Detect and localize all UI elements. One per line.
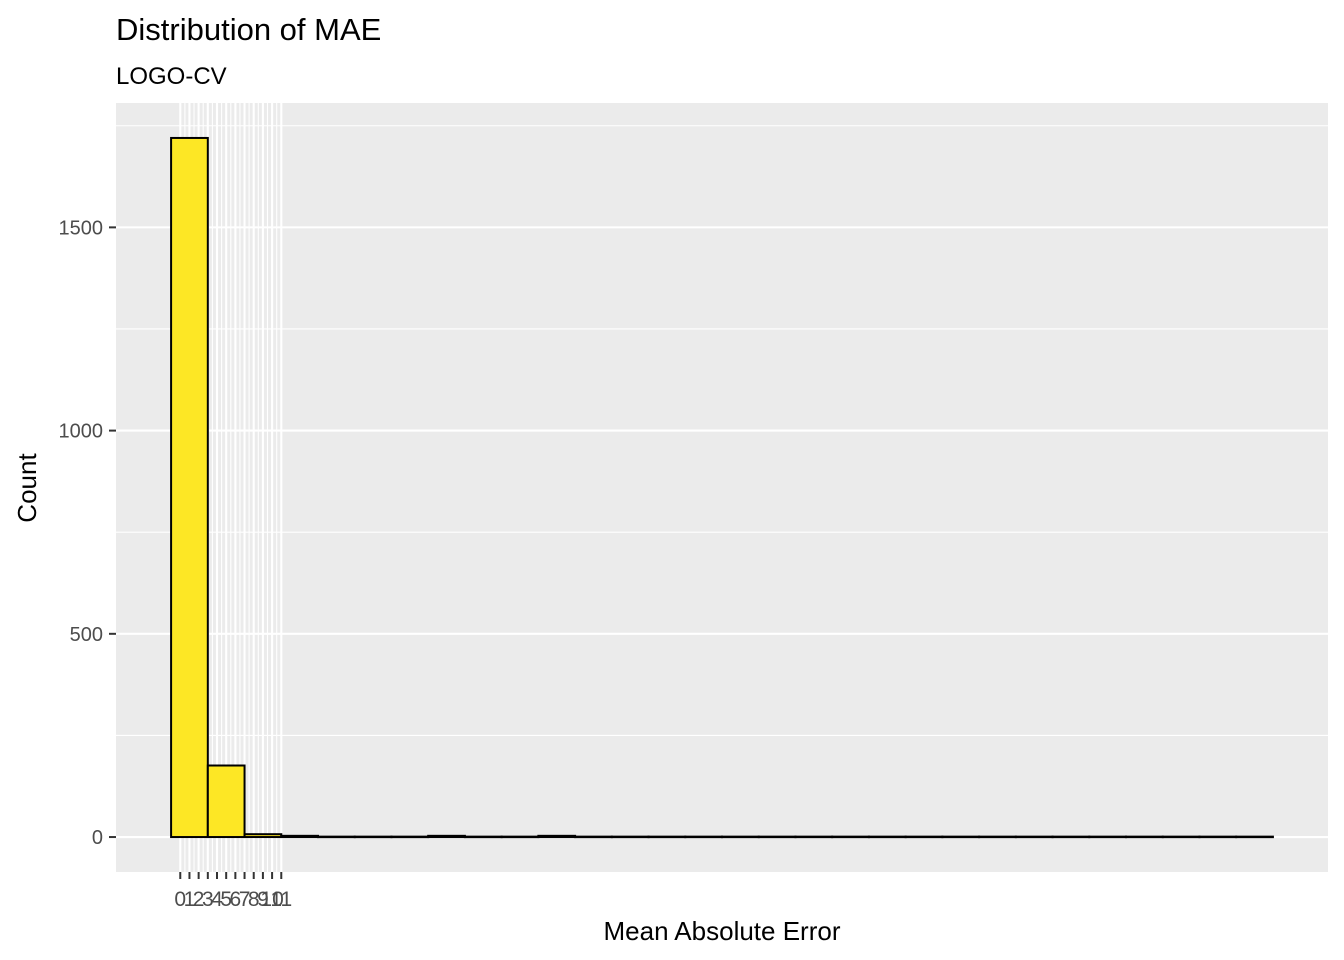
- histogram-bars: [170, 136, 1274, 839]
- histogram-bar-19: [867, 835, 907, 839]
- y-tick-label-1: 500: [70, 624, 103, 646]
- histogram-bar-12: [610, 835, 650, 839]
- plot-panel: [116, 103, 1328, 872]
- x-tick-label-7: 7: [239, 888, 251, 911]
- histogram-bar-18: [831, 835, 870, 839]
- x-tick-label-4: 4: [211, 888, 223, 911]
- y-axis-title: Count: [12, 453, 42, 523]
- histogram-bar-5: [353, 835, 393, 839]
- x-tick-label-3: 3: [202, 888, 214, 911]
- histogram-bar-6: [390, 835, 430, 839]
- histogram-bar-27: [1161, 835, 1201, 839]
- histogram-bar-28: [1198, 835, 1238, 839]
- x-tick-label-2: 2: [193, 888, 205, 911]
- histogram-bar-3: [280, 834, 320, 839]
- x-tick-label-11: 11: [270, 888, 292, 911]
- x-tick-label-0: 0: [174, 888, 186, 911]
- histogram-bar-4: [317, 835, 356, 839]
- histogram-bar-24: [1051, 835, 1091, 839]
- histogram-bar-22: [978, 835, 1017, 839]
- histogram-bar-11: [574, 835, 613, 839]
- histogram-bar-23: [1014, 835, 1054, 839]
- x-tick-label-9: 9: [257, 888, 269, 911]
- histogram-bar-2: [243, 833, 283, 839]
- x-axis-title: Mean Absolute Error: [603, 916, 840, 946]
- histogram-bar-13: [647, 835, 687, 839]
- histogram-bar-16: [757, 835, 797, 839]
- histogram-bar-0: [170, 136, 209, 839]
- histogram-bar-29: [1235, 835, 1274, 839]
- histogram-bar-25: [1088, 835, 1127, 839]
- histogram-bar-10: [537, 834, 577, 839]
- histogram-bar-26: [1125, 835, 1164, 839]
- x-tick-label-6: 6: [230, 888, 242, 911]
- y-tick-label-0: 0: [92, 827, 103, 849]
- y-tick-label-2: 1000: [59, 421, 104, 443]
- chart-subtitle: LOGO-CV: [116, 63, 227, 90]
- y-tick-label-3: 1500: [59, 217, 104, 239]
- histogram-bar-15: [721, 835, 760, 839]
- histogram-bar-7: [427, 834, 466, 839]
- histogram-bar-17: [794, 835, 834, 839]
- x-tick-label-1: 1: [184, 888, 196, 911]
- histogram-bar-21: [941, 835, 981, 839]
- histogram-bar-1: [206, 764, 246, 839]
- y-axis: 0 500 1000 1500: [59, 217, 116, 849]
- histogram-bar-20: [904, 835, 944, 839]
- x-tick-label-8: 8: [248, 888, 260, 911]
- chart-title: Distribution of MAE: [116, 12, 381, 47]
- x-tick-label-10: 10: [260, 888, 283, 911]
- histogram-bar-8: [463, 835, 503, 839]
- histogram-bar-14: [684, 835, 723, 839]
- x-tick-label-5: 5: [220, 888, 232, 911]
- histogram-bar-9: [500, 835, 540, 839]
